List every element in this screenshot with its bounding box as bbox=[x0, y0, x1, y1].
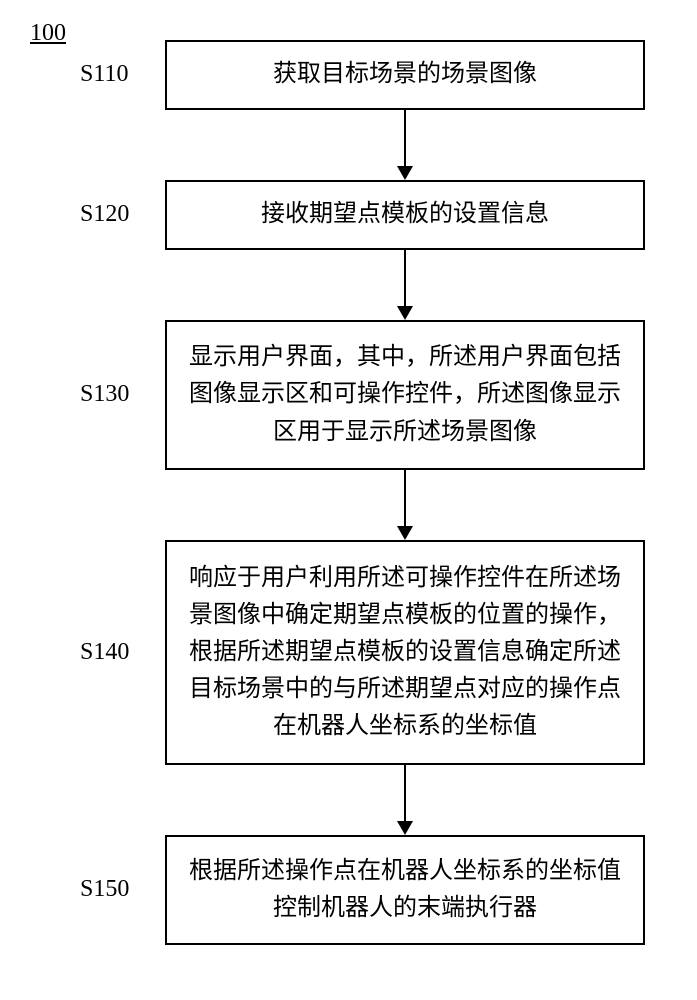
step-label-s120: S120 bbox=[80, 201, 129, 228]
step-box-s120: 接收期望点模板的设置信息 bbox=[165, 180, 645, 250]
arrow-head-2 bbox=[397, 526, 413, 540]
step-box-s130: 显示用户界面，其中，所述用户界面包括图像显示区和可操作控件，所述图像显示区用于显… bbox=[165, 320, 645, 470]
arrow-head-1 bbox=[397, 306, 413, 320]
arrow-line-3 bbox=[404, 765, 406, 821]
step-box-s110: 获取目标场景的场景图像 bbox=[165, 40, 645, 110]
diagram-title: 100 bbox=[30, 20, 66, 47]
step-label-s110: S110 bbox=[80, 61, 128, 88]
arrow-head-0 bbox=[397, 166, 413, 180]
arrow-head-3 bbox=[397, 821, 413, 835]
arrow-line-2 bbox=[404, 470, 406, 526]
step-label-s150: S150 bbox=[80, 876, 129, 903]
step-box-s140: 响应于用户利用所述可操作控件在所述场景图像中确定期望点模板的位置的操作，根据所述… bbox=[165, 540, 645, 765]
arrow-line-1 bbox=[404, 250, 406, 306]
step-label-s130: S130 bbox=[80, 381, 129, 408]
step-box-s150: 根据所述操作点在机器人坐标系的坐标值控制机器人的末端执行器 bbox=[165, 835, 645, 945]
step-label-s140: S140 bbox=[80, 639, 129, 666]
arrow-line-0 bbox=[404, 110, 406, 166]
